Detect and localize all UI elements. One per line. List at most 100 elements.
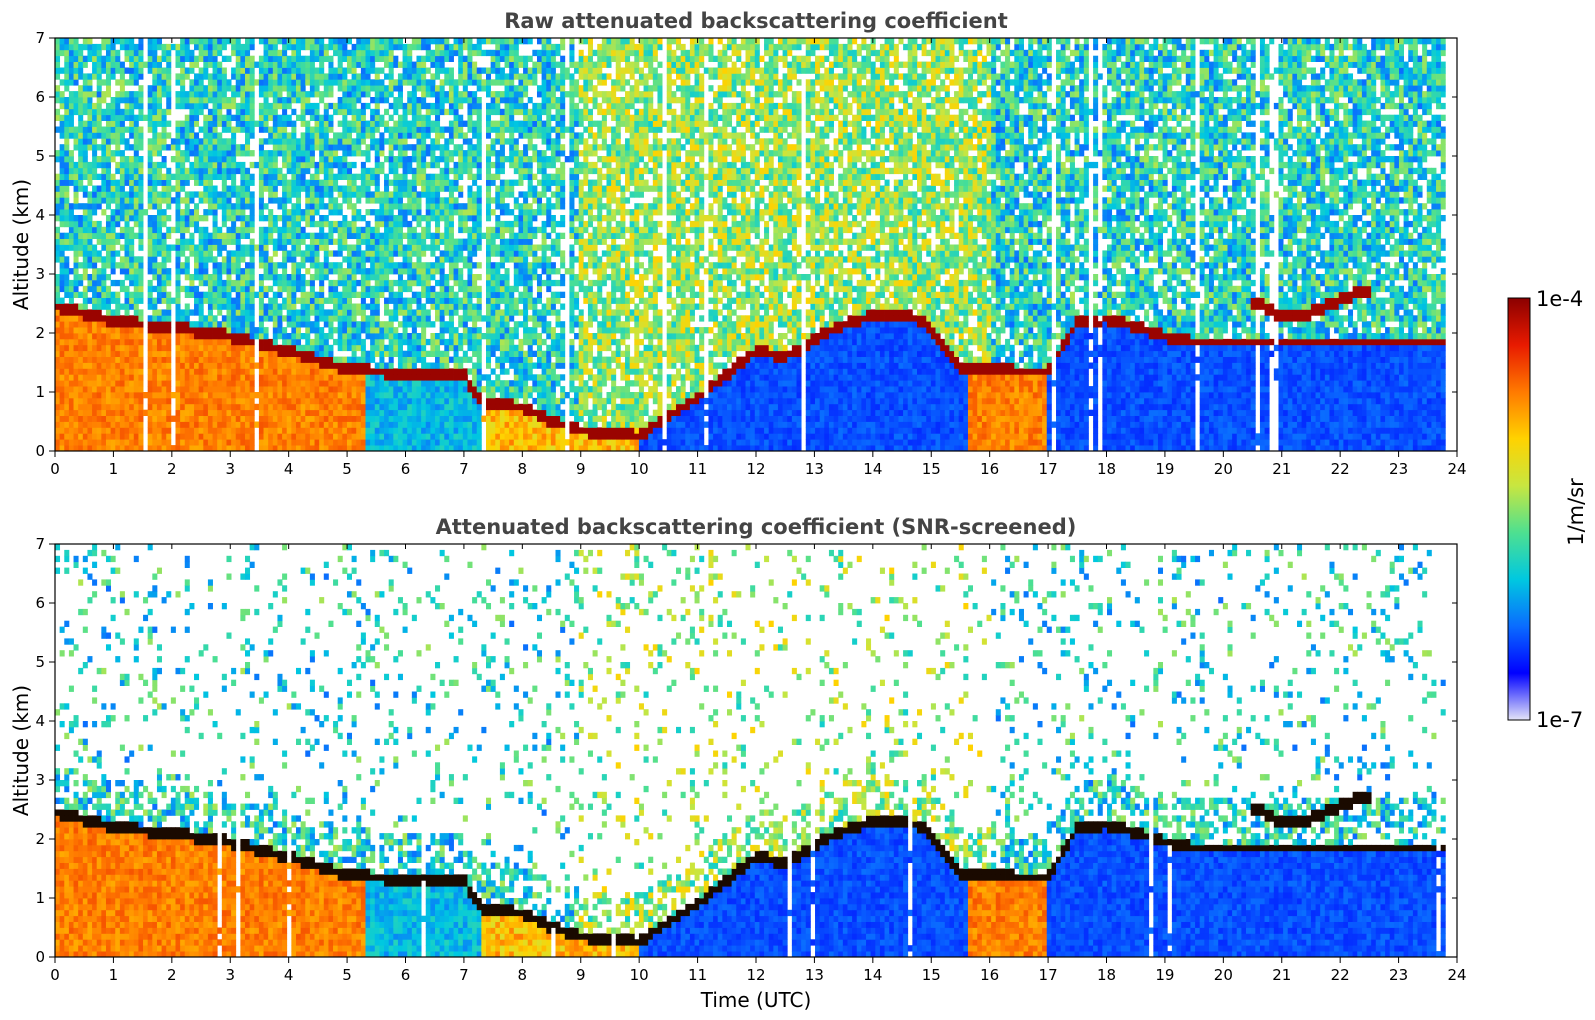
heatmap-cell [161,114,167,121]
heatmap-cell [360,132,366,139]
heatmap-cell [370,179,376,186]
heatmap-cell [235,315,241,322]
heatmap-cell [138,144,144,151]
heatmap-cell [92,55,98,62]
heatmap-cell [129,409,135,416]
heatmap-cell [435,244,441,251]
heatmap-cell [384,197,390,204]
heatmap-cell [333,403,339,411]
heatmap-cell [384,138,390,145]
heatmap-cell [245,197,251,204]
heatmap-cell [152,421,158,428]
heatmap-cell [235,91,241,98]
heatmap-cell [82,315,88,322]
heatmap-cell [328,91,334,98]
heatmap-cell [156,244,162,251]
heatmap-cell [105,285,112,293]
heatmap-cell [360,120,366,127]
heatmap-cell [393,338,399,346]
heatmap-cell [147,279,153,287]
heatmap-cell [342,238,348,245]
heatmap-cell [365,274,371,281]
heatmap-cell [203,327,209,334]
heatmap-cell [291,97,297,104]
heatmap-cell [207,427,213,434]
heatmap-cell [393,55,399,62]
heatmap-cell [379,203,385,210]
heatmap-cell [263,91,269,98]
heatmap-cell [439,427,445,434]
heatmap-cell [286,274,292,281]
heatmap-cell [78,150,84,157]
heatmap-cell [207,274,213,281]
heatmap-cell [351,179,357,186]
heatmap-cell [212,386,218,393]
heatmap-cell [314,321,320,328]
heatmap-cell [319,55,325,62]
heatmap-cell [189,173,195,180]
heatmap-cell [309,114,315,121]
heatmap-cell [300,368,306,375]
heatmap-cell [184,120,190,127]
heatmap-cell [240,445,246,451]
heatmap-cell [323,43,329,51]
heatmap-cell [194,274,200,281]
heatmap-cell [411,232,417,239]
heatmap-cell [272,309,278,316]
heatmap-cell [300,91,306,98]
heatmap-cell [328,209,334,216]
heatmap-cell [351,315,357,322]
heatmap-cell [356,268,362,275]
heatmap-cell [272,144,278,151]
heatmap-cell [175,350,181,357]
heatmap-cell [105,120,112,127]
heatmap-cell [295,439,302,446]
heatmap-cell [245,232,251,239]
heatmap-cell [430,350,436,357]
heatmap-cell [277,285,283,293]
heatmap-cell [235,439,241,446]
heatmap-cell [64,85,70,92]
heatmap-cell [430,49,436,57]
heatmap-cell [374,386,380,393]
heatmap-cell [245,203,251,210]
heatmap-cell [231,415,237,422]
heatmap-cell [55,344,61,352]
heatmap-cell [249,132,255,139]
heatmap-cell [337,43,343,51]
heatmap-cell [397,368,403,375]
heatmap-cell [430,368,436,375]
heatmap-cell [430,209,436,216]
heatmap-cell [133,138,139,145]
heatmap-cell [207,43,213,51]
heatmap-cell [258,238,264,245]
heatmap-cell [221,167,227,175]
heatmap-cell [319,415,325,422]
heatmap-cell [161,238,167,245]
heatmap-cell [245,338,251,346]
heatmap-cell [105,327,112,334]
heatmap-cell [226,173,232,180]
heatmap-cell [194,220,200,228]
heatmap-cell [184,256,190,263]
heatmap-cell [152,397,158,405]
heatmap-cell [291,179,297,186]
heatmap-cell [55,150,61,157]
heatmap-cell [82,262,88,269]
heatmap-cell [64,279,70,287]
heatmap-cell [245,38,251,45]
heatmap-cell [124,126,130,133]
heatmap-cell [235,350,241,357]
heatmap-cell [342,338,348,346]
heatmap-cell [421,238,427,245]
heatmap-cell [411,315,417,322]
heatmap-cell [184,238,190,245]
heatmap-cell [365,55,371,62]
heatmap-cell [300,374,306,381]
heatmap-cell [249,215,255,222]
heatmap-cell [300,421,306,428]
heatmap-cell [82,238,88,245]
heatmap-cell [73,362,79,369]
heatmap-cell [374,161,380,169]
heatmap-cell [105,150,112,157]
